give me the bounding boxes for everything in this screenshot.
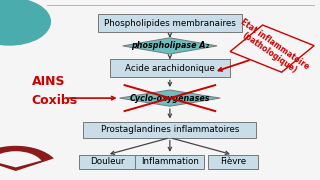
Text: Prostaglandines inflammatoires: Prostaglandines inflammatoires — [101, 125, 239, 134]
Circle shape — [0, 0, 50, 45]
FancyBboxPatch shape — [98, 14, 242, 32]
Polygon shape — [120, 90, 220, 106]
FancyBboxPatch shape — [79, 155, 135, 169]
Wedge shape — [0, 146, 54, 171]
Text: Etat inflammatoire
(pathologique): Etat inflammatoire (pathologique) — [233, 17, 311, 80]
Circle shape — [0, 0, 38, 43]
Polygon shape — [123, 38, 217, 54]
FancyBboxPatch shape — [135, 155, 204, 169]
Text: Coxibs: Coxibs — [31, 94, 77, 107]
Text: Douleur: Douleur — [90, 158, 124, 166]
FancyBboxPatch shape — [84, 122, 256, 138]
Text: Phospholipides membranaires: Phospholipides membranaires — [104, 19, 236, 28]
Text: Inflammation: Inflammation — [141, 158, 199, 166]
Text: Acide arachidonique: Acide arachidonique — [125, 64, 215, 73]
FancyBboxPatch shape — [110, 59, 230, 77]
Text: AINS: AINS — [31, 75, 65, 87]
Text: phospholipase A₂: phospholipase A₂ — [131, 41, 209, 50]
Wedge shape — [0, 151, 41, 167]
Text: Cyclo-oxygénases: Cyclo-oxygénases — [130, 93, 210, 103]
Text: Fièvre: Fièvre — [220, 158, 246, 166]
FancyBboxPatch shape — [208, 155, 258, 169]
